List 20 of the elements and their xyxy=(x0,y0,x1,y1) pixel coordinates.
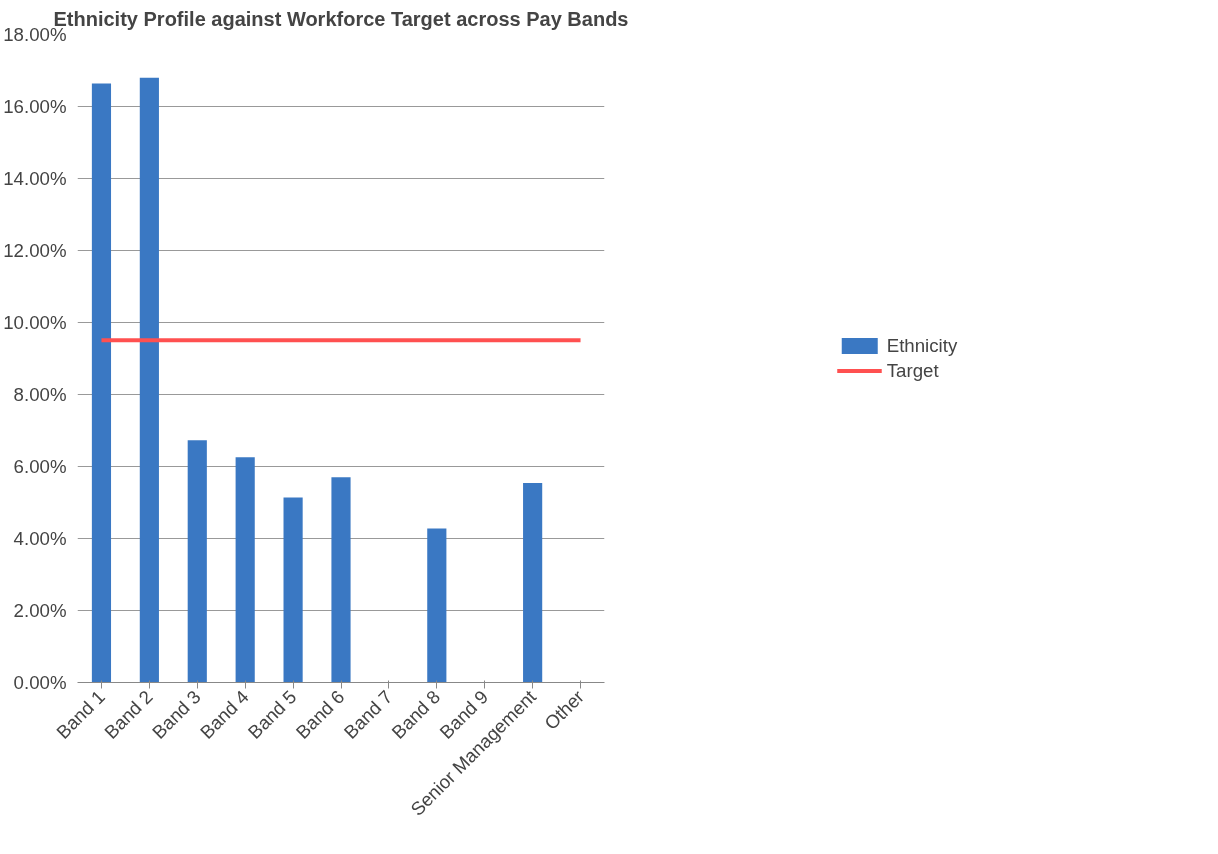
y-tick-label: 16.00% xyxy=(3,96,67,117)
y-tick-label: 12.00% xyxy=(3,240,67,261)
bar xyxy=(283,497,303,683)
bar xyxy=(187,440,207,683)
bar xyxy=(427,528,447,683)
bar xyxy=(91,83,112,683)
chart-title: Ethnicity Profile against Workforce Target across Pay Bands xyxy=(53,7,629,30)
y-tick-label: 4.00% xyxy=(13,528,67,549)
legend-label: Target xyxy=(886,359,939,382)
y-tick-label: 14.00% xyxy=(3,168,67,189)
y-tick-label: 8.00% xyxy=(13,384,67,405)
legend-label: Ethnicity xyxy=(886,334,958,357)
y-tick-label: 2.00% xyxy=(13,600,67,621)
bar xyxy=(235,457,255,683)
y-tick-label: 10.00% xyxy=(3,312,67,333)
bar xyxy=(139,77,159,683)
y-tick-label: 0.00% xyxy=(13,672,67,693)
bar xyxy=(523,483,543,683)
y-tick-label: 6.00% xyxy=(13,456,67,477)
bar xyxy=(331,477,351,683)
